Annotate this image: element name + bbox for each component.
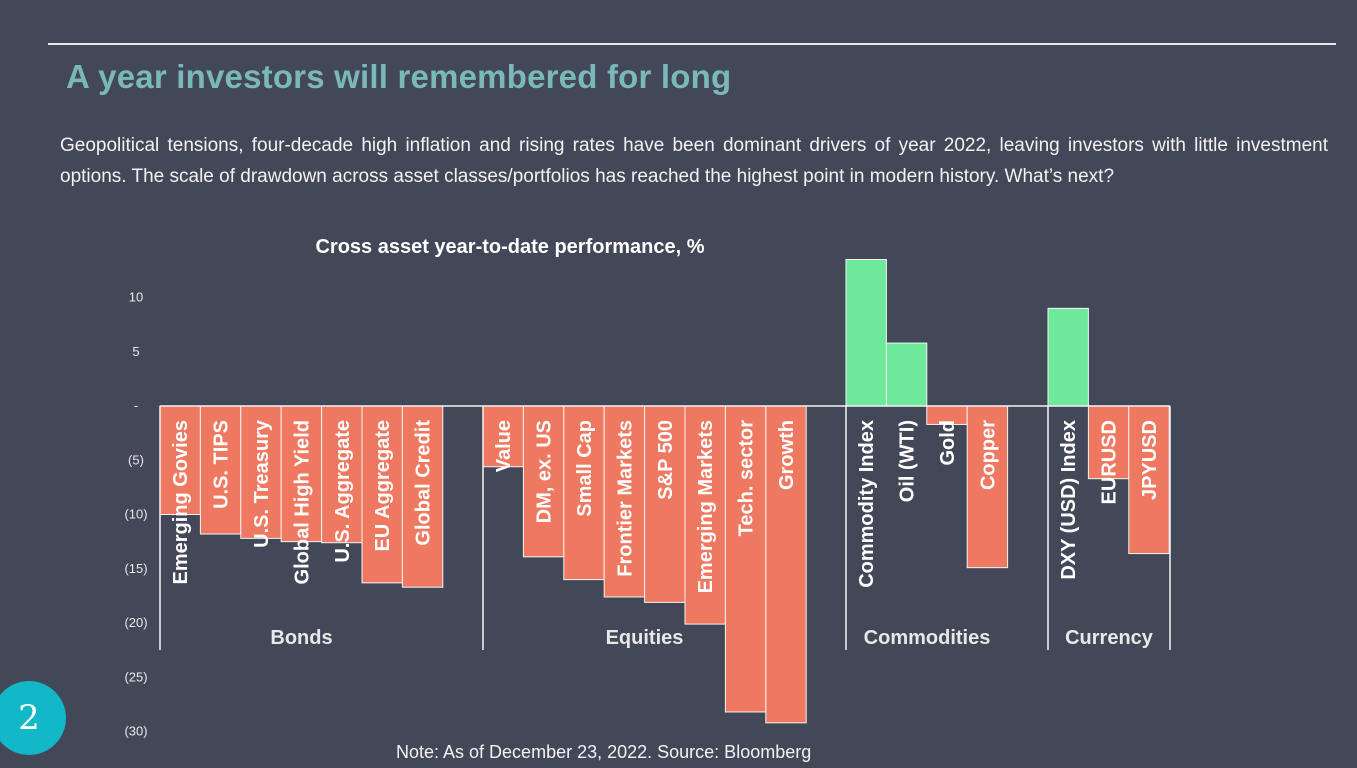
category-label: Tech. sector — [736, 420, 758, 537]
y-tick-label: (10) — [124, 507, 147, 522]
category-label: Emerging Govies — [170, 420, 192, 585]
bar — [1087, 405, 1130, 480]
top-rule — [48, 43, 1336, 45]
bar — [563, 405, 605, 581]
category-label: EU Aggregate — [372, 420, 394, 552]
category-label: Global Credit — [413, 420, 435, 546]
group-label: Currency — [1065, 627, 1154, 649]
bar — [321, 405, 363, 544]
bar — [885, 342, 928, 407]
y-tick-label: 10 — [129, 290, 143, 305]
category-label: DXY (USD) Index — [1058, 420, 1080, 580]
slide-title: A year investors will remembered for lon… — [66, 58, 732, 95]
y-tick-label: 5 — [132, 344, 139, 359]
intro-paragraph: Geopolitical tensions, four-decade high … — [60, 135, 1328, 187]
category-label: Global High Yield — [291, 420, 313, 584]
category-label: Commodity Index — [856, 420, 878, 588]
category-label: Frontier Markets — [614, 420, 636, 577]
category-label: Emerging Markets — [695, 420, 717, 593]
y-tick-label: (15) — [124, 561, 147, 576]
bar — [684, 405, 726, 625]
category-label: Small Cap — [574, 420, 596, 517]
category-label: Growth — [776, 420, 798, 490]
category-label: Copper — [977, 420, 999, 490]
bar — [1128, 405, 1170, 555]
category-label: Oil (WTI) — [897, 420, 919, 502]
y-tick-label: (25) — [124, 669, 147, 684]
bar — [603, 405, 646, 598]
category-label: DM, ex. US — [534, 420, 556, 523]
y-tick-label: (20) — [124, 615, 147, 630]
category-label: EURUSD — [1099, 420, 1121, 504]
category-label: S&P 500 — [655, 420, 677, 500]
bar — [240, 405, 282, 539]
page-number-badge: 2 — [0, 681, 66, 755]
category-label: U.S. Aggregate — [332, 420, 354, 563]
category-label: U.S. TIPS — [211, 420, 233, 509]
bar — [845, 259, 887, 407]
category-label: U.S. Treasury — [251, 419, 273, 548]
group-label: Bonds — [270, 627, 332, 649]
group-label: Commodities — [864, 627, 991, 649]
bar — [644, 405, 686, 603]
y-tick-label: - — [134, 398, 138, 413]
y-tick-label: (5) — [128, 452, 144, 467]
bar — [361, 405, 403, 584]
bar — [724, 405, 767, 713]
group-label: Equities — [606, 627, 684, 649]
source-note: Note: As of December 23, 2022. Source: B… — [396, 742, 812, 762]
bar — [199, 405, 242, 535]
category-label: JPYUSD — [1139, 420, 1161, 500]
bar — [966, 405, 1009, 569]
y-tick-label: (30) — [124, 724, 147, 739]
chart-title: Cross asset year-to-date performance, % — [315, 236, 704, 258]
category-label: Value — [493, 420, 515, 472]
category-label: Gold — [937, 420, 959, 466]
bar — [1047, 307, 1089, 407]
